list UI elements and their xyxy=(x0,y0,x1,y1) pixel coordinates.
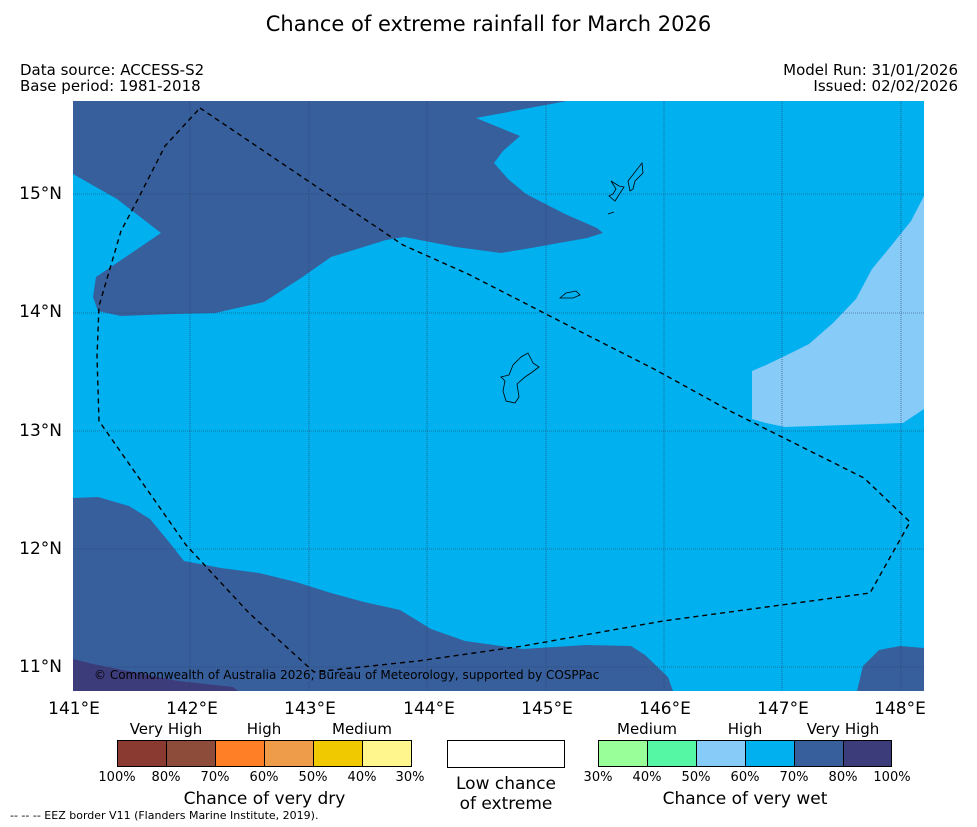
lon-tick: 142°E xyxy=(166,699,218,719)
lat-tick: 14°N xyxy=(19,302,62,322)
eez-border xyxy=(96,107,911,673)
dry-tick: 30% xyxy=(395,770,425,785)
dry-tick: 40% xyxy=(347,770,377,785)
dry-tick: 70% xyxy=(200,770,230,785)
lon-tick: 145°E xyxy=(521,699,573,719)
wet-tick: 100% xyxy=(873,770,911,785)
dry-swatch xyxy=(166,740,216,767)
wet-tick: 60% xyxy=(730,770,760,785)
wet-swatch xyxy=(794,740,844,767)
wet-tick: 70% xyxy=(779,770,809,785)
wet-70-80-region-south xyxy=(73,497,673,691)
wet-swatch xyxy=(843,740,892,767)
dry-tick: 50% xyxy=(298,770,328,785)
wet-80-100-region xyxy=(73,659,238,691)
data-source: Data source: ACCESS-S2 xyxy=(20,61,205,79)
copyright-text: © Commonwealth of Australia 2026, Bureau… xyxy=(94,668,599,682)
wet-category-medium: Medium xyxy=(617,720,677,738)
lon-tick: 146°E xyxy=(639,699,691,719)
low-chance-line1: Low chance xyxy=(456,774,556,794)
dry-category-very-high: Very High xyxy=(129,720,203,738)
wet-swatch xyxy=(745,740,795,767)
lon-tick: 144°E xyxy=(403,699,455,719)
wet-50-60-region xyxy=(752,196,924,427)
lat-tick: 11°N xyxy=(19,657,62,677)
wet-70-80-region-north xyxy=(73,101,603,316)
meta-right: Model Run: 31/01/2026 Issued: 02/02/2026 xyxy=(783,62,958,94)
graticule xyxy=(73,101,924,691)
dry-category-medium: Medium xyxy=(332,720,392,738)
lon-tick: 148°E xyxy=(874,699,926,719)
wet-swatch xyxy=(647,740,697,767)
dry-swatch xyxy=(264,740,314,767)
aguijan-island xyxy=(607,211,615,215)
dry-category-high: High xyxy=(246,720,282,738)
low-chance-swatch xyxy=(447,740,565,768)
low-chance-line2: of extreme xyxy=(459,794,553,814)
eez-footnote: -- -- -- EEZ border V11 (Flanders Marine… xyxy=(10,809,319,822)
meta-left: Data source: ACCESS-S2 Base period: 1981… xyxy=(20,62,204,94)
dry-legend-title: Chance of very dry xyxy=(183,789,346,809)
lon-tick: 147°E xyxy=(757,699,809,719)
dry-swatch xyxy=(362,740,412,767)
dry-swatch xyxy=(215,740,265,767)
lon-tick: 141°E xyxy=(48,699,100,719)
dry-tick: 60% xyxy=(249,770,279,785)
wet-tick: 40% xyxy=(632,770,662,785)
wet-swatch xyxy=(598,740,648,767)
model-run: Model Run: 31/01/2026 xyxy=(783,61,958,79)
wet-legend-title: Chance of very wet xyxy=(662,789,828,809)
lon-tick: 143°E xyxy=(284,699,336,719)
base-period: Base period: 1981-2018 xyxy=(20,77,201,95)
wet-swatch xyxy=(696,740,746,767)
low-chance-label: Low chance of extreme xyxy=(430,774,582,814)
wet-category-very-high: Very High xyxy=(806,720,880,738)
lat-tick: 15°N xyxy=(19,184,62,204)
dry-swatch xyxy=(117,740,167,767)
wet-category-high: High xyxy=(727,720,763,738)
lat-tick: 13°N xyxy=(19,421,62,441)
dry-tick: 80% xyxy=(151,770,181,785)
wet-70-80-region-southeast xyxy=(857,646,924,691)
wet-tick: 50% xyxy=(681,770,711,785)
wet-tick: 30% xyxy=(583,770,613,785)
rainfall-map: © Commonwealth of Australia 2026, Bureau… xyxy=(73,101,924,691)
tinian-island xyxy=(608,180,625,202)
dry-tick: 100% xyxy=(98,770,136,785)
lat-tick: 12°N xyxy=(19,539,62,559)
rota-island xyxy=(558,290,581,299)
saipan-island xyxy=(627,161,644,192)
map-title: Chance of extreme rainfall for March 202… xyxy=(265,12,712,36)
guam-island xyxy=(500,352,540,404)
wet-tick: 80% xyxy=(828,770,858,785)
issued-date: Issued: 02/02/2026 xyxy=(813,77,958,95)
dry-swatch xyxy=(313,740,363,767)
